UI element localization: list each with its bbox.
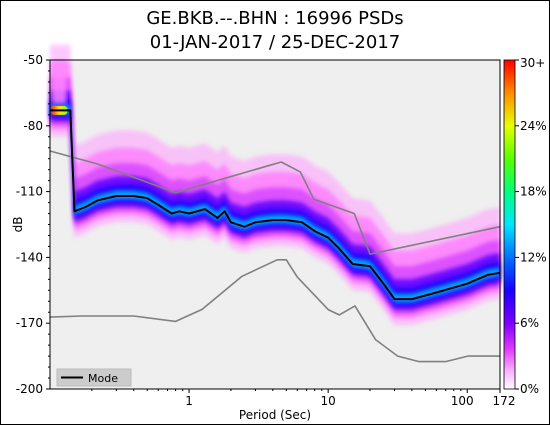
y-tick-label: -170 [16, 316, 43, 330]
colorbar-tick-label: 24% [520, 119, 547, 133]
colorbar-tick-label: 6% [520, 316, 539, 330]
colorbar [503, 59, 516, 390]
y-tick-label: -200 [16, 382, 43, 396]
legend-label-mode: Mode [88, 372, 118, 385]
density-flare [52, 60, 67, 104]
chart-title-line-2: 01-JAN-2017 / 25-DEC-2017 [149, 32, 401, 53]
chart-title-line-1: GE.BKB.--.BHN : 16996 PSDs [146, 8, 404, 29]
colorbar-tick-label: 18% [520, 185, 547, 199]
density-band-cyan [50, 105, 500, 303]
x-tick-label: 1 [185, 394, 193, 408]
density-band-magenta [50, 77, 500, 315]
legend-box [56, 368, 132, 387]
y-tick-label: -50 [23, 53, 43, 67]
series-line-nhnm [49, 150, 501, 255]
y-tick-label: -140 [16, 250, 43, 264]
y-tick-label: -110 [16, 185, 43, 199]
x-tick-label: 100 [451, 394, 474, 408]
x-tick-label: 172 [493, 394, 516, 408]
y-tick-label: -80 [23, 119, 43, 133]
colorbar-tick-label: 30+ [520, 56, 545, 70]
colorbar-tick-label: 0% [520, 382, 539, 396]
series-line-mode [50, 109, 501, 301]
x-axis-label: Period (Sec) [239, 408, 311, 422]
colorbar-tick-label: 12% [520, 250, 547, 264]
series-line-nlnm [49, 259, 500, 363]
x-tick-label: 10 [321, 394, 336, 408]
y-axis-label: dB [11, 217, 25, 233]
